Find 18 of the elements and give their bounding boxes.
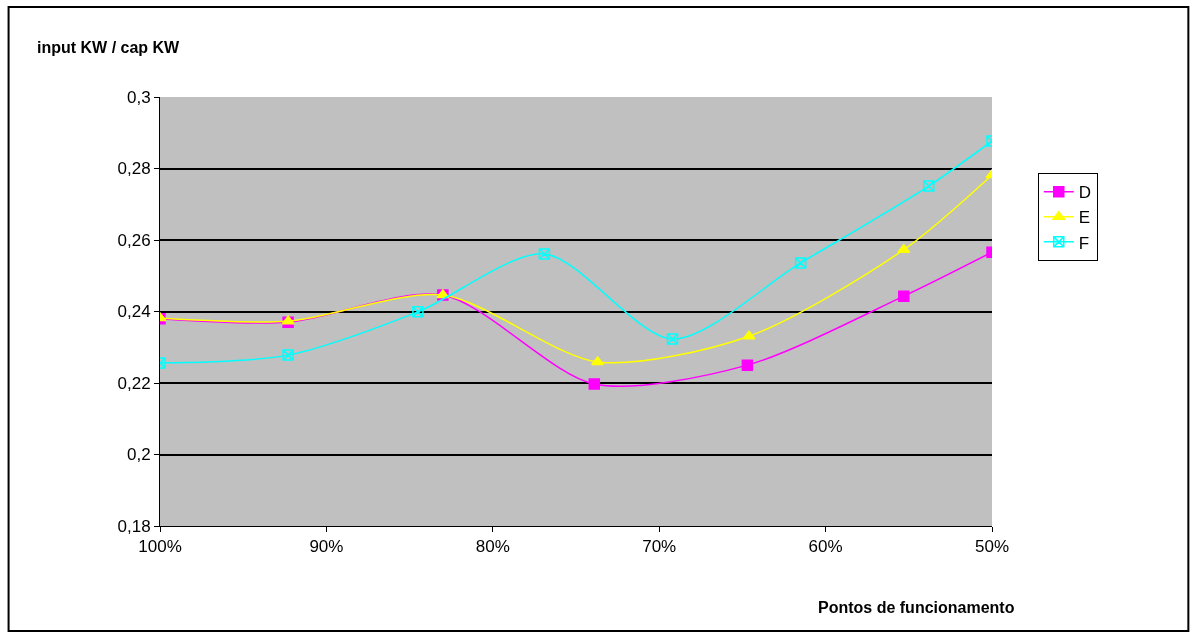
x-tick-label: 50% bbox=[974, 537, 1010, 557]
x-tick-label: 60% bbox=[808, 537, 843, 557]
y-tick-label: 0,26 bbox=[117, 230, 151, 250]
legend-label: D bbox=[1078, 183, 1092, 203]
x-tick-label: 80% bbox=[475, 537, 510, 557]
y-tick-label: 0,2 bbox=[126, 445, 151, 465]
x-tick-label: 100% bbox=[138, 537, 182, 557]
y-tick-label: 0,3 bbox=[126, 87, 151, 107]
x-tick-label: 90% bbox=[309, 537, 344, 557]
y-tick-label: 0,22 bbox=[117, 373, 151, 393]
y-tick-label: 0,24 bbox=[117, 302, 151, 322]
x-axis-title: Pontos de funcionamento bbox=[818, 599, 1015, 616]
x-tick-label: 70% bbox=[642, 537, 677, 557]
y-tick-label: 0,18 bbox=[117, 516, 151, 536]
y-tick-label: 0,28 bbox=[117, 159, 151, 179]
legend-label: E bbox=[1078, 208, 1091, 228]
legend-label: F bbox=[1078, 233, 1090, 253]
y-axis-title: input KW / cap KW bbox=[37, 39, 181, 56]
